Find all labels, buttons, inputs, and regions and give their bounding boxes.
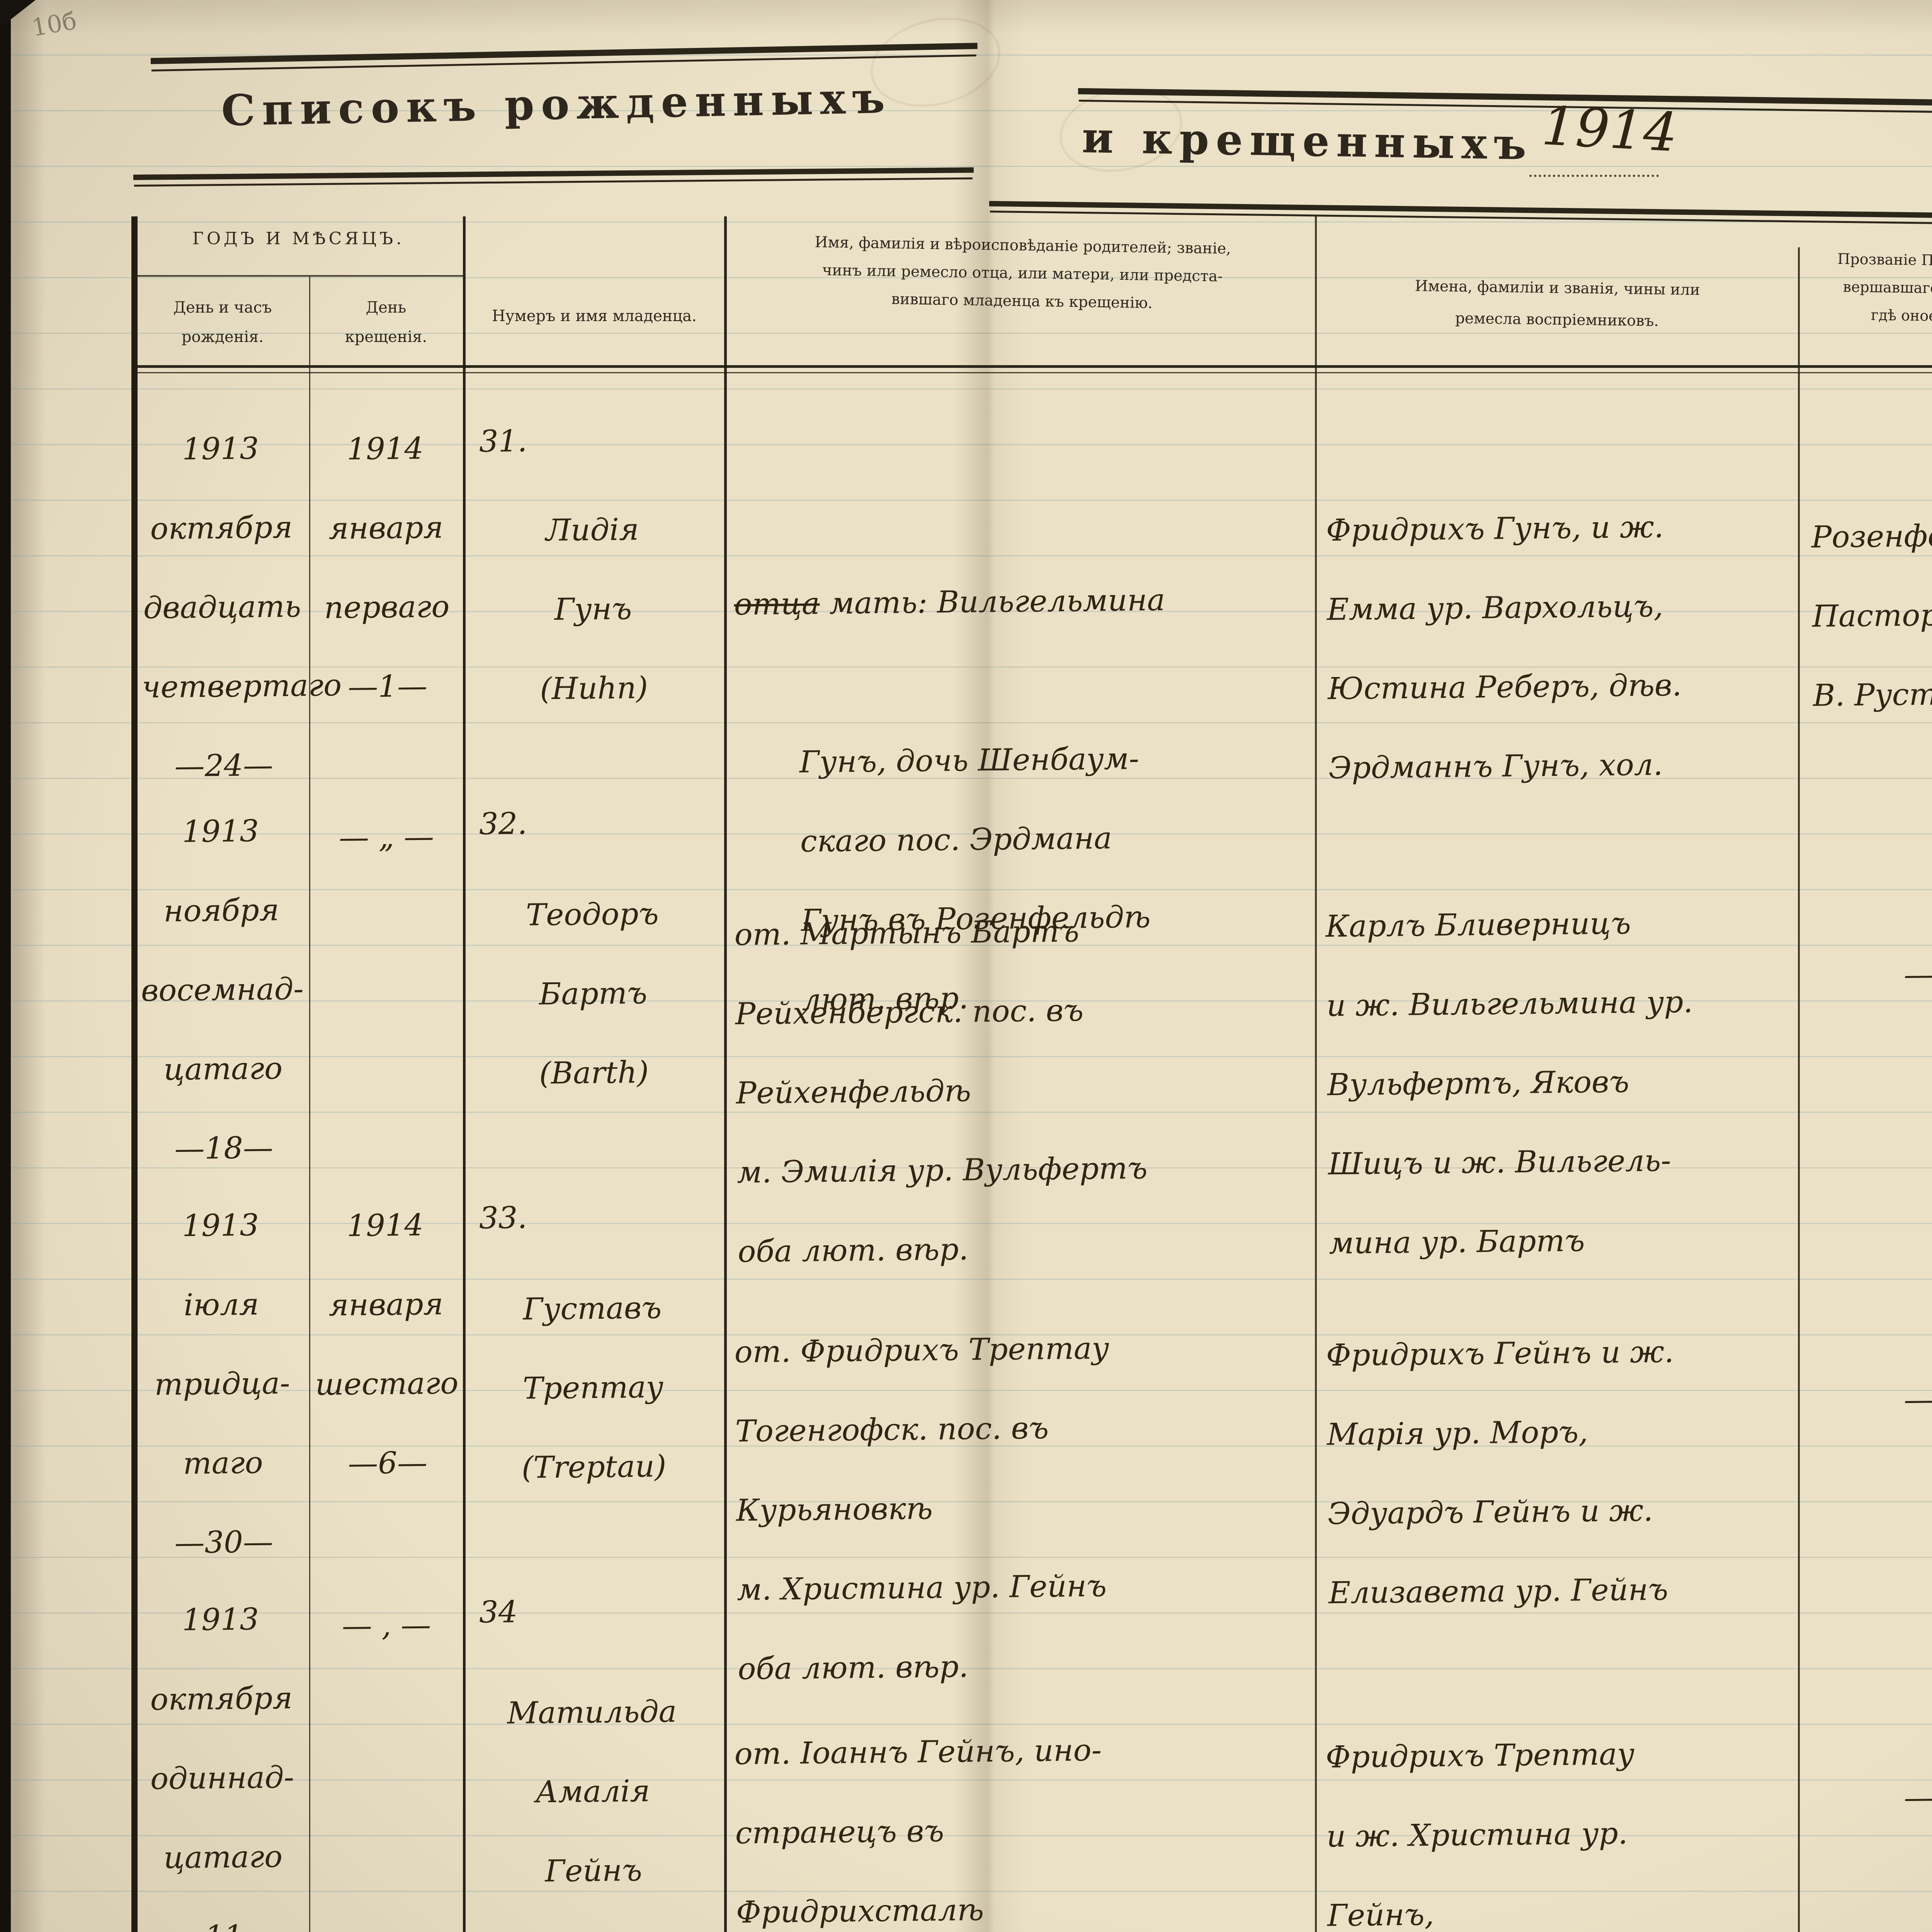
entry-33-pastor-ditto: — „ — <box>1903 1382 1932 1418</box>
entry-31-godparents: Фридрихъ Гунъ, и ж. Емма ур. Вархольцъ, … <box>1326 510 1682 786</box>
entry-31-number: 31. <box>479 423 527 459</box>
table-line <box>133 372 1932 373</box>
entry-32-pastor-ditto: — „ — <box>1903 957 1932 993</box>
title-year-underline <box>1529 175 1659 177</box>
ledger-page <box>11 0 1932 1932</box>
col-header-year-month: ГОДЪ И МѢСЯЦЪ. <box>192 229 405 248</box>
table-line <box>1798 247 1800 1932</box>
entry-33-number: 33. <box>479 1200 527 1236</box>
entry-32-godparents: Карлъ Бливерницъ и ж. Вильгельмина ур. В… <box>1325 906 1693 1261</box>
crossed-out-word: отца <box>734 586 820 622</box>
entry-34-birth-date: 1913 октября одиннад- цатаго —11— <box>150 1602 294 1932</box>
entry-31-pastor: Розенфельдъ Пасторомъ В. Рустъ <box>1811 518 1932 713</box>
entry-34-baptism-ditto: — , — <box>342 1607 431 1644</box>
table-line <box>309 277 310 1932</box>
table-line-left-edge <box>131 216 138 1932</box>
entry-33-birth-date: 1913 іюля тридца- таго —30— <box>154 1208 290 1561</box>
col-header-pastor: Прозваніе Проповѣдника, со- вершавшаго С… <box>1837 250 1932 325</box>
entry-31-parents-line1: отца мать: Вильгельмина <box>734 559 1306 644</box>
entry-34-number: 34 <box>479 1595 518 1630</box>
table-line <box>133 275 464 277</box>
table-line <box>1315 216 1317 1932</box>
page-title-right: и крещенныхъ <box>1082 112 1534 170</box>
col-header-parents: Имя, фамилія и вѣроисповѣданіе родителей… <box>815 233 1231 312</box>
entry-31-birth-date: 1913 октября двадцать четвертаго —24— <box>141 431 342 784</box>
entry-32-parents: от. Мартынъ Бартъ Рейхенбергск. пос. въ … <box>734 914 1148 1269</box>
entry-32-baptism-ditto: — „ — <box>338 819 434 855</box>
entry-32-child-name: Теодоръ Бартъ (Barth) <box>526 896 659 1091</box>
col-header-infant: Нумеръ и имя младенца. <box>492 307 697 325</box>
entry-34-pastor-ditto: — „ — <box>1903 1780 1932 1816</box>
col-header-godparents: Имена, фамиліи и званія, чины или ремесл… <box>1415 277 1700 330</box>
table-line <box>724 216 727 1932</box>
entry-33-parents: от. Фридрихъ Трептау Тогенгофск. пос. въ… <box>734 1331 1110 1687</box>
entry-32-number: 32. <box>479 806 527 842</box>
col-header-baptism-day: День крещенія. <box>345 299 427 346</box>
title-year-handwritten: 1914 <box>1540 94 1679 164</box>
entry-32-birth-date: 1913 ноября восемнад- цатаго —18— <box>141 813 304 1167</box>
entry-31-parents-line1-rest: мать: Вильгельмина <box>829 583 1165 621</box>
col-header-birth-day: День и часъ рожденія. <box>173 299 272 346</box>
table-line <box>463 216 466 1932</box>
entry-34-child-name: Матильда Амалія Гейнъ (Hein) <box>507 1694 677 1889</box>
entry-34-parents: от. Іоаннъ Гейнъ, ино- странецъ въ Фридр… <box>734 1733 1102 1930</box>
entry-34-godparents: Фридрихъ Трептау и ж. Христина ур. Гейнъ… <box>1325 1736 1635 1932</box>
entry-31-baptism-date: 1914 января перваго —1— <box>324 431 450 705</box>
entry-33-godparents: Фридрихъ Гейнъ и ж. Марія ур. Моръ, Эдуа… <box>1326 1334 1674 1611</box>
entry-31-child-name: Лидія Гунъ (Huhn) <box>539 512 648 707</box>
table-line <box>133 365 1932 368</box>
entry-33-child-name: Густавъ Трептау (Treptau) <box>521 1291 667 1485</box>
entry-33-baptism-date: 1914 января шестаго —6— <box>315 1208 459 1481</box>
